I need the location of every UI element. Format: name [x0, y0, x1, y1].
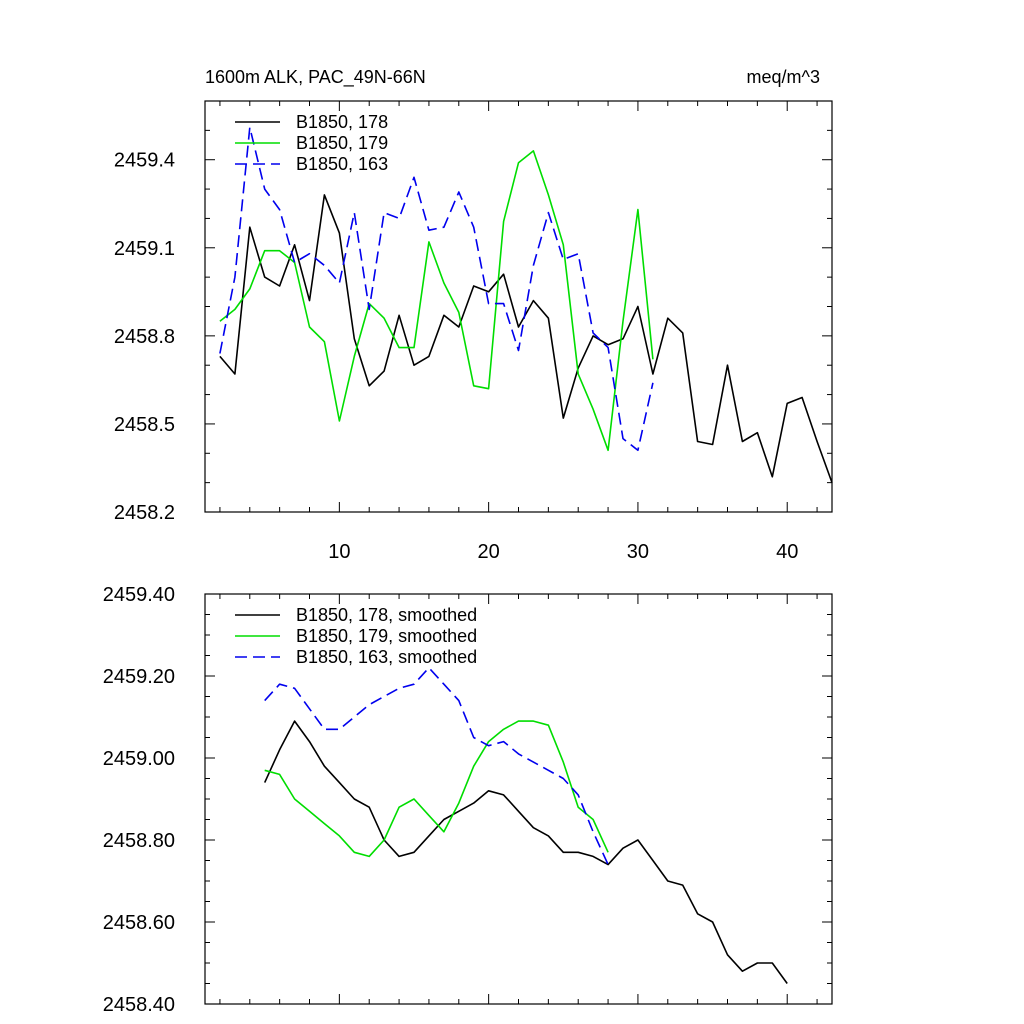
- bottom-y-tick-label: 2459.00: [103, 748, 175, 770]
- top-series-line-2: [219, 150, 654, 452]
- top-y-tick-label: 2458.2: [114, 502, 175, 524]
- bottom-legend-label-3: B1850, 163, smoothed: [296, 647, 477, 667]
- bottom-series-lines: [263, 666, 788, 984]
- top-y-tick-label: 2458.8: [114, 326, 175, 348]
- top-y-tick-label: 2459.4: [114, 150, 175, 172]
- top-legend-label-1: B1850, 178: [296, 112, 388, 132]
- bottom-series-line-2: [264, 720, 609, 858]
- top-y-tick-labels: 2458.2 2458.5 2458.8 2459.1 2459.4: [114, 150, 175, 524]
- bottom-y-tick-label: 2458.60: [103, 912, 175, 934]
- top-x-tick-labels: 10 20 30 40: [328, 541, 798, 563]
- bottom-y-tick-label: 2459.40: [103, 584, 175, 606]
- bottom-y-tick-labels: 2458.40 2458.60 2458.80 2459.00 2459.20 2459.…: [103, 584, 175, 1016]
- bottom-series-line-1: [263, 720, 788, 984]
- top-x-tick-label: 10: [328, 541, 350, 563]
- top-x-tick-label: 20: [478, 541, 500, 563]
- top-y-tick-label: 2458.5: [114, 414, 175, 436]
- top-series-lines: [219, 126, 833, 483]
- bottom-y-tick-label: 2458.80: [103, 830, 175, 852]
- bottom-panel: 2458.40 2458.60 2458.80 2459.00 2459.20 2459.…: [103, 584, 833, 1016]
- bottom-series-line-3: [264, 666, 609, 865]
- top-y-tick-label: 2459.1: [114, 238, 175, 260]
- top-axis-ticks: [205, 100, 832, 513]
- bottom-y-tick-label: 2458.40: [103, 994, 175, 1016]
- top-chart-units: meq/m^3: [747, 67, 820, 87]
- top-x-tick-label: 40: [776, 541, 798, 563]
- top-legend-label-2: B1850, 179: [296, 133, 388, 153]
- bottom-axis-ticks: [205, 593, 832, 1005]
- top-series-line-1: [219, 194, 833, 483]
- bottom-legend-label-1: B1850, 178, smoothed: [296, 605, 477, 625]
- top-chart-title: 1600m ALK, PAC_49N-66N: [205, 67, 426, 88]
- top-series-line-3: [219, 126, 654, 452]
- bottom-y-tick-label: 2459.20: [103, 666, 175, 688]
- bottom-legend-label-2: B1850, 179, smoothed: [296, 626, 477, 646]
- top-x-tick-label: 30: [627, 541, 649, 563]
- top-legend-label-3: B1850, 163: [296, 154, 388, 174]
- top-panel: 1600m ALK, PAC_49N-66N meq/m^3 2458.2245…: [114, 67, 833, 563]
